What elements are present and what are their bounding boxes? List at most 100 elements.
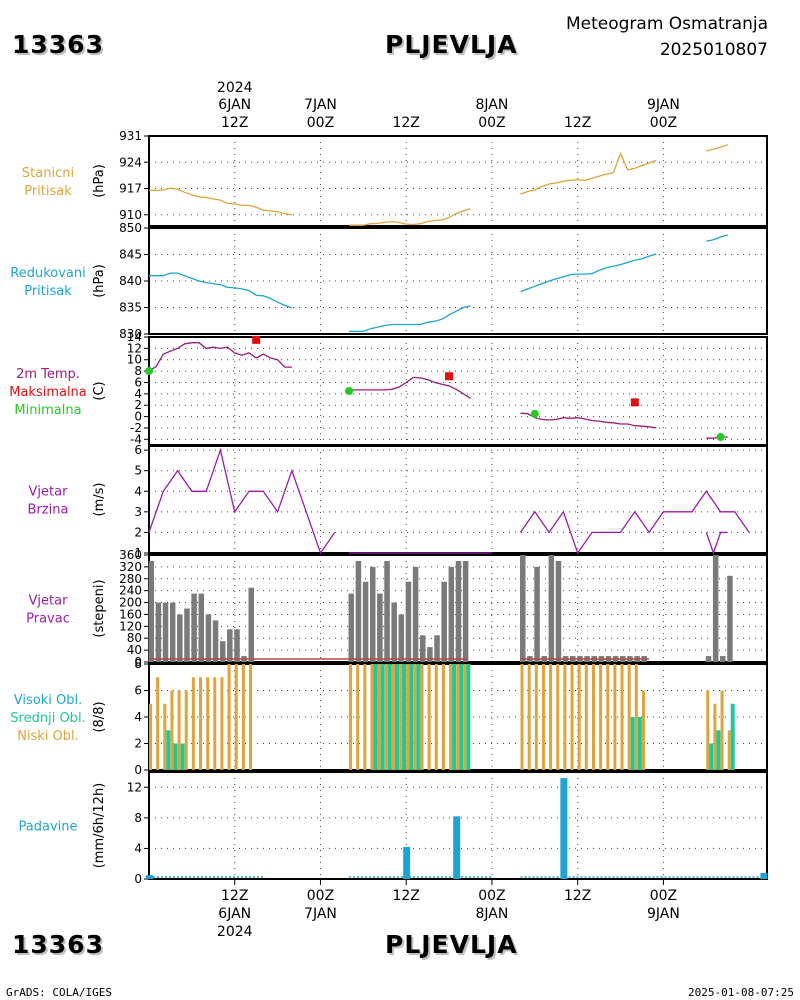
temperature-series-line — [349, 376, 471, 399]
low-cloud-bar — [591, 664, 595, 770]
wind-dir-bar — [448, 566, 455, 662]
low-cloud-bar — [184, 690, 188, 770]
axis-label: (hPa) — [92, 264, 107, 298]
wind-dir-bar — [162, 602, 169, 662]
y-tick-label: 3 — [134, 505, 142, 519]
footer-timestamp: 2025-01-08-07:25 — [688, 986, 794, 999]
wind-dir-bar — [419, 635, 426, 662]
axis-label: (stepeni) — [92, 579, 107, 637]
panel-label: Vjetar — [29, 485, 69, 500]
panel-label: Srednji Obl. — [10, 711, 85, 726]
y-tick-label: 845 — [119, 248, 142, 262]
low-cloud-bar — [584, 664, 588, 770]
low-cloud-bar — [177, 690, 181, 770]
time-label-bottom: 8JAN — [476, 906, 509, 922]
min-temp-marker — [345, 387, 354, 395]
mid-cloud-bar — [180, 743, 185, 770]
axis-label: (mm/6h/12h) — [92, 783, 107, 869]
low-cloud-bar — [727, 730, 731, 770]
wind-dir-bar — [398, 614, 405, 662]
y-tick-label: 1 — [134, 546, 142, 560]
precip-bar — [146, 875, 153, 879]
y-tick-label: 12 — [127, 780, 142, 794]
axis-label: (C) — [92, 381, 107, 400]
station-pressure-series-line — [149, 187, 293, 216]
wind-dir-bar — [384, 560, 390, 662]
y-tick-label: 120 — [119, 619, 142, 633]
mid-cloud-bar — [416, 664, 421, 770]
wind-dir-bar — [177, 614, 183, 662]
time-label-bottom: 7JAN — [304, 906, 337, 922]
time-label-top: 00Z — [478, 115, 505, 131]
wind-dir-bar — [412, 566, 419, 662]
y-tick-label: 910 — [119, 208, 142, 222]
y-tick-label: 10 — [127, 353, 142, 367]
low-cloud-bar — [220, 677, 224, 770]
wind-speed-series-line — [705, 531, 728, 555]
low-cloud-bar — [713, 703, 717, 770]
footer-credit: GrADS: COLA/IGES — [6, 986, 112, 999]
low-cloud-bar — [234, 664, 238, 770]
time-label-bottom: 6JAN — [218, 906, 251, 922]
low-cloud-bar — [463, 664, 467, 770]
low-cloud-bar — [606, 664, 610, 770]
low-cloud-bar — [627, 664, 631, 770]
low-cloud-bar — [456, 664, 460, 770]
wind-dir-bar — [434, 635, 440, 662]
low-cloud-bar — [356, 664, 360, 770]
temperature-series-line — [148, 342, 292, 372]
low-cloud-bar — [599, 664, 603, 770]
y-tick-label: 14 — [127, 330, 142, 344]
y-tick-label: 4 — [134, 710, 142, 724]
y-tick-label: 931 — [119, 129, 142, 143]
wind-dir-bar — [427, 647, 433, 662]
precip-bar — [453, 816, 461, 879]
low-cloud-bar — [441, 664, 445, 770]
wind-dir-bar — [705, 656, 712, 662]
panel-label: Brzina — [28, 503, 69, 518]
reduced-pressure-series-line — [520, 253, 657, 293]
axis-label: (m/s) — [92, 483, 107, 517]
panel-label: Visoki Obl. — [14, 693, 82, 708]
panel-frame — [148, 135, 768, 227]
panel-label: Padavine — [19, 820, 78, 835]
low-cloud-bar — [249, 664, 253, 770]
time-label-top: 00Z — [650, 115, 677, 131]
low-cloud-bar — [706, 690, 710, 770]
low-cloud-bar — [149, 703, 152, 770]
mid-cloud-bar — [380, 664, 385, 770]
time-label-top: 9JAN — [647, 97, 680, 113]
low-cloud-bar — [370, 664, 374, 770]
low-cloud-bar — [363, 664, 367, 770]
reduced-pressure-series-line — [349, 305, 471, 333]
wind-speed-series-line — [148, 447, 336, 555]
time-label-bottom: 00Z — [307, 888, 334, 904]
low-cloud-bar — [534, 664, 538, 770]
y-tick-label: 840 — [119, 274, 142, 288]
mid-cloud-bar — [166, 730, 171, 770]
panel-label: Redukovani — [10, 266, 85, 281]
y-tick-label: 5 — [134, 464, 142, 478]
y-tick-label: 280 — [119, 572, 142, 586]
low-cloud-bar — [420, 664, 424, 770]
time-label-top: 2024 — [217, 80, 253, 96]
wind-dir-bar — [348, 593, 355, 662]
precip-bar — [560, 778, 568, 879]
time-label-bottom: 12Z — [564, 888, 591, 904]
y-tick-label: 12 — [127, 341, 142, 355]
low-cloud-bar — [413, 664, 417, 770]
y-tick-label: 8 — [134, 657, 142, 671]
wind-dir-bar — [441, 581, 447, 662]
panel-label: Pritisak — [24, 284, 72, 299]
axis-label: (hPa) — [92, 164, 107, 198]
precip-bar — [760, 872, 768, 879]
low-cloud-bar — [406, 664, 410, 770]
low-cloud-bar — [520, 664, 524, 770]
low-cloud-bar — [620, 664, 624, 770]
y-tick-label: 80 — [127, 631, 142, 645]
wind-dir-bar — [720, 656, 726, 662]
y-tick-label: 8 — [134, 364, 142, 378]
wind-dir-bar — [248, 587, 255, 662]
mid-cloud-bar — [409, 664, 414, 770]
wind-dir-bar — [712, 555, 719, 662]
